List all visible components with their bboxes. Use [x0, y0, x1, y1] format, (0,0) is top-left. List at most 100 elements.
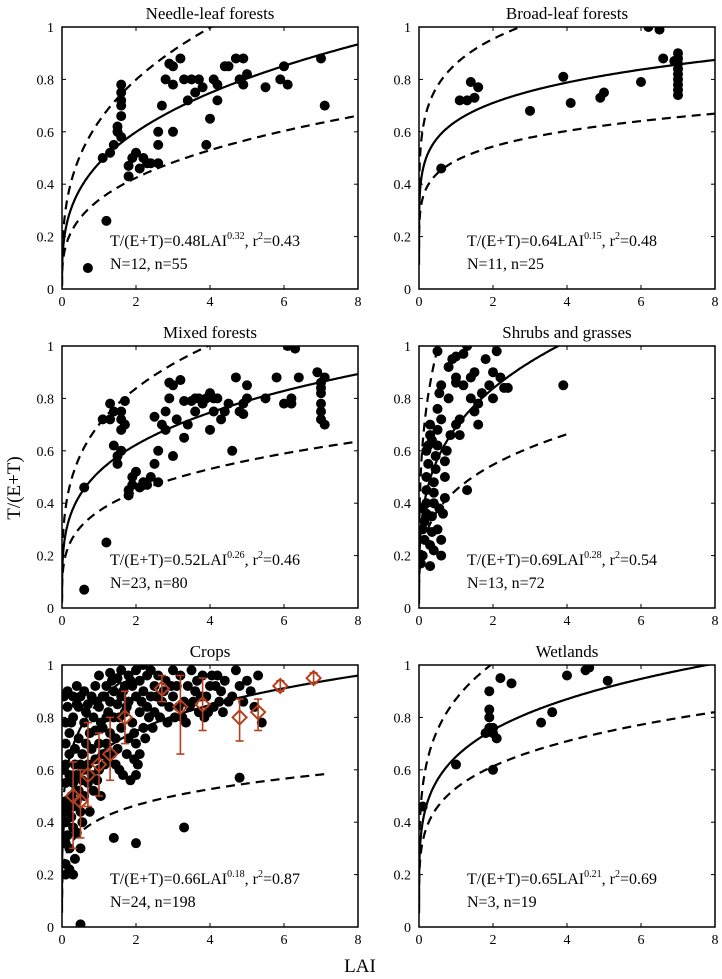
panel-1-data-point: [131, 147, 141, 158]
panel-3-ytick-label: 0.8: [37, 392, 55, 407]
panel-3-title: Mixed forests: [163, 323, 257, 342]
panel-1-data-point: [153, 139, 164, 150]
panel-5-data-point: [129, 728, 140, 739]
panel-1-data-point: [182, 95, 193, 106]
panel-3-xtick-label: 2: [133, 614, 140, 629]
panel-4-ytick-label: 0.2: [394, 550, 412, 565]
panel-5-data-point: [138, 665, 149, 670]
panel-4-data-point: [462, 485, 473, 496]
panel-2-data-point: [525, 105, 535, 116]
panel-4-data-point: [439, 492, 450, 503]
panel-6-title: Wetlands: [536, 642, 599, 661]
panel-4-data-point: [488, 393, 498, 404]
panel-1-equation-exp: 0.32: [227, 231, 245, 242]
panel-2-data-point: [469, 92, 480, 103]
panel-5-data-point: [227, 691, 238, 702]
panel-5-xtick-label: 0: [59, 933, 66, 948]
panel-4-data-point: [454, 430, 465, 441]
panel-2: Broad-leaf forests 0 2 4 6 8 0 0.2 0.4 0.6 0.8 1 T/(…: [394, 4, 719, 310]
x-axis-label: LAI: [344, 956, 376, 977]
panel-3-data-point: [190, 406, 201, 417]
panel-5-data-point: [62, 832, 69, 843]
panel-4-xtick-label: 4: [564, 614, 571, 629]
panel-5-binned-mean-marker: [171, 698, 189, 716]
panel-3-data-point: [227, 445, 238, 456]
panel-5-data-point: [62, 701, 73, 712]
panel-3-data-point: [160, 424, 171, 435]
panel-6-ytick-label: 0: [404, 921, 411, 936]
panel-5-data-point: [256, 717, 267, 728]
panel-5-data-point: [62, 686, 73, 697]
panel-1-data-point: [238, 79, 249, 90]
panel-1-data-point: [156, 100, 167, 111]
panel-6-xtick-label: 4: [564, 933, 571, 948]
panel-4-data-point: [430, 464, 441, 475]
panel-5-data-point: [169, 712, 180, 723]
panel-5-xtick-label: 8: [355, 933, 362, 948]
panel-4-data-point: [419, 558, 426, 569]
panel-1-data-point: [116, 87, 127, 98]
panel-2-fit-line: [419, 58, 715, 258]
panel-4-data-point: [436, 550, 447, 561]
panel-6-data-point: [495, 673, 506, 684]
panel-3-data-point: [238, 409, 249, 420]
panel-3-data-point: [153, 477, 164, 488]
panel-6: Wetlands 0 2 4 6 8 0 0.2 0.4 0.6 0.8 1 T/(E+T)=0.65L…: [394, 642, 719, 948]
panel-1-data-point: [168, 126, 178, 137]
panel-6-ytick-label: 0.6: [394, 764, 412, 779]
panel-6-xtick-label: 0: [416, 933, 423, 948]
panel-4-ytick-label: 0: [404, 602, 411, 617]
panel-5-binned-mean-marker: [90, 756, 108, 773]
panel-4-data-point: [421, 472, 432, 482]
panel-3-data-point: [175, 375, 186, 386]
panel-6-data-point: [484, 686, 495, 697]
panel-1-data-point: [238, 53, 249, 64]
panel-5-ytick-label: 0.8: [37, 711, 55, 726]
panel-4-data-point: [469, 406, 480, 417]
panel-5-data-point: [134, 749, 145, 760]
panel-3-data-point: [168, 380, 178, 391]
panel-3-ytick-label: 0.4: [37, 497, 55, 512]
panel-1-data-point: [275, 74, 286, 85]
panel-5-data-point: [155, 712, 166, 723]
panel-3-data-point: [271, 372, 282, 383]
panel-3-data-point: [116, 406, 127, 417]
panel-5-data-point: [77, 749, 88, 760]
panel-3-data-point: [145, 472, 156, 482]
panel-3-data-point: [160, 406, 171, 417]
panel-3-data-point: [208, 393, 219, 404]
panel-2-data-point: [465, 77, 476, 88]
panel-3-ytick-label: 0: [47, 602, 54, 617]
panel-4-data-point: [502, 382, 513, 393]
panel-2-data-point: [558, 71, 569, 82]
panel-5-data-point: [138, 722, 149, 733]
panel-3-data-point: [319, 372, 330, 383]
panel-1-data-point: [101, 215, 112, 226]
panel-5-data-point: [69, 853, 80, 864]
panel-4-data-point: [430, 451, 441, 462]
panel-5-xtick-label: 2: [133, 933, 140, 948]
panel-4-data-point: [558, 380, 569, 391]
panel-4-data-point: [421, 445, 432, 456]
panel-5-data-point: [79, 791, 90, 801]
panel-5-data-point: [106, 675, 117, 686]
panel-1-data-point: [116, 132, 127, 143]
panel-5-data-point: [186, 665, 197, 676]
panel-5-binned-mean-marker: [64, 787, 82, 805]
panel-1-title: Needle-leaf forests: [146, 4, 275, 23]
panel-2-frame: [418, 26, 716, 290]
panel-6-equation-exp: 0.21: [584, 869, 602, 880]
panel-5-data-point: [79, 686, 90, 697]
panel-4-upper-bound-line: [419, 346, 440, 597]
panel-4-data-point: [432, 346, 443, 357]
panel-6-data-point: [488, 728, 498, 739]
panel-4-equation-exp: 0.28: [584, 550, 602, 561]
panel-5-data-point: [136, 696, 147, 707]
panel-5-data-point: [132, 759, 143, 770]
panel-6-data-point: [488, 764, 498, 775]
panel-4-data-point: [491, 346, 502, 357]
panel-3-data-point: [105, 398, 116, 409]
panel-4-data-point: [423, 458, 434, 469]
panel-5-binned-mean-marker: [101, 745, 119, 763]
